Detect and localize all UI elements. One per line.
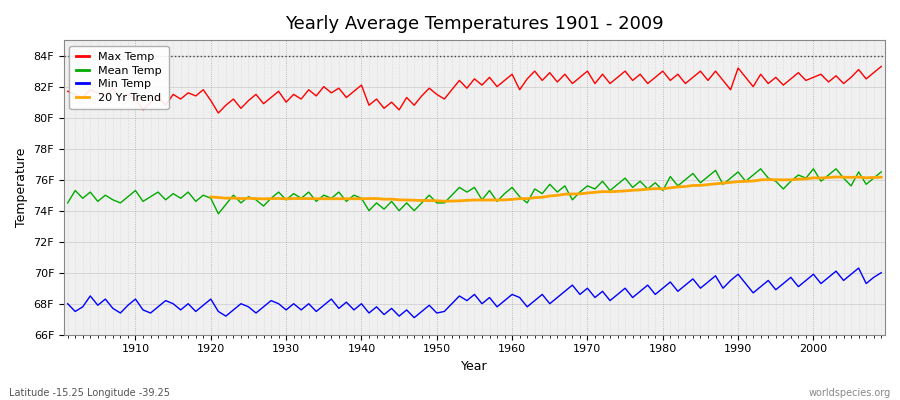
Y-axis label: Temperature: Temperature bbox=[15, 148, 28, 227]
Legend: Max Temp, Mean Temp, Min Temp, 20 Yr Trend: Max Temp, Mean Temp, Min Temp, 20 Yr Tre… bbox=[69, 46, 168, 110]
Text: Latitude -15.25 Longitude -39.25: Latitude -15.25 Longitude -39.25 bbox=[9, 388, 170, 398]
Text: worldspecies.org: worldspecies.org bbox=[809, 388, 891, 398]
Title: Yearly Average Temperatures 1901 - 2009: Yearly Average Temperatures 1901 - 2009 bbox=[285, 15, 664, 33]
X-axis label: Year: Year bbox=[461, 360, 488, 373]
